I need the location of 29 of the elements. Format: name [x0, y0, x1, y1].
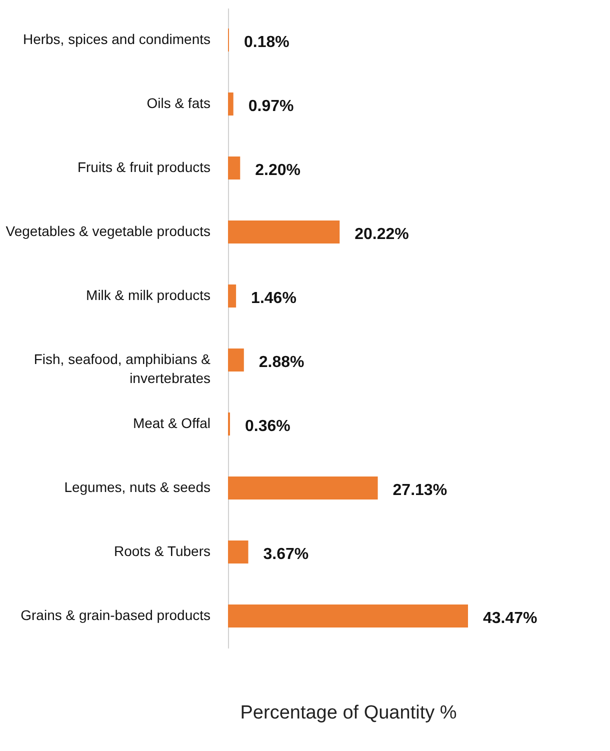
- bar: [228, 540, 248, 564]
- y-tick-label: Meat & Offal: [132, 415, 210, 431]
- bar: [228, 348, 244, 372]
- y-tick-label: Oils & fats: [146, 95, 210, 111]
- bar: [228, 156, 240, 180]
- y-tick-label: Fish, seafood, amphibians & invertebrates: [34, 351, 212, 386]
- data-label: 27.13%: [392, 482, 448, 499]
- data-label: 20.22%: [354, 226, 409, 243]
- data-label: 2.88%: [258, 354, 304, 371]
- data-label: 43.47%: [483, 610, 538, 627]
- bar: [228, 220, 340, 244]
- x-axis-title: Percentage of Quantity %: [240, 702, 457, 724]
- y-tick-label: Roots & Tubers: [114, 543, 210, 559]
- data-label: 2.20%: [255, 162, 301, 179]
- bar: [228, 476, 378, 500]
- y-tick-label: Legumes, nuts & seeds: [64, 479, 210, 495]
- y-tick-label: Grains & grain-based products: [20, 607, 210, 623]
- data-label: 0.36%: [244, 418, 290, 435]
- bar: [228, 92, 234, 116]
- data-label: 0.18%: [244, 34, 290, 51]
- data-label: 0.97%: [248, 98, 294, 115]
- data-label: 3.67%: [263, 546, 309, 563]
- y-tick-label: Milk & milk products: [86, 287, 210, 303]
- bar: [228, 604, 468, 628]
- bar: [228, 284, 236, 308]
- y-tick-label: Fruits & fruit products: [77, 159, 210, 175]
- data-label: 1.46%: [251, 290, 296, 307]
- y-tick-label: Herbs, spices and condiments: [22, 31, 210, 47]
- y-tick-label: Vegetables & vegetable products: [6, 223, 210, 239]
